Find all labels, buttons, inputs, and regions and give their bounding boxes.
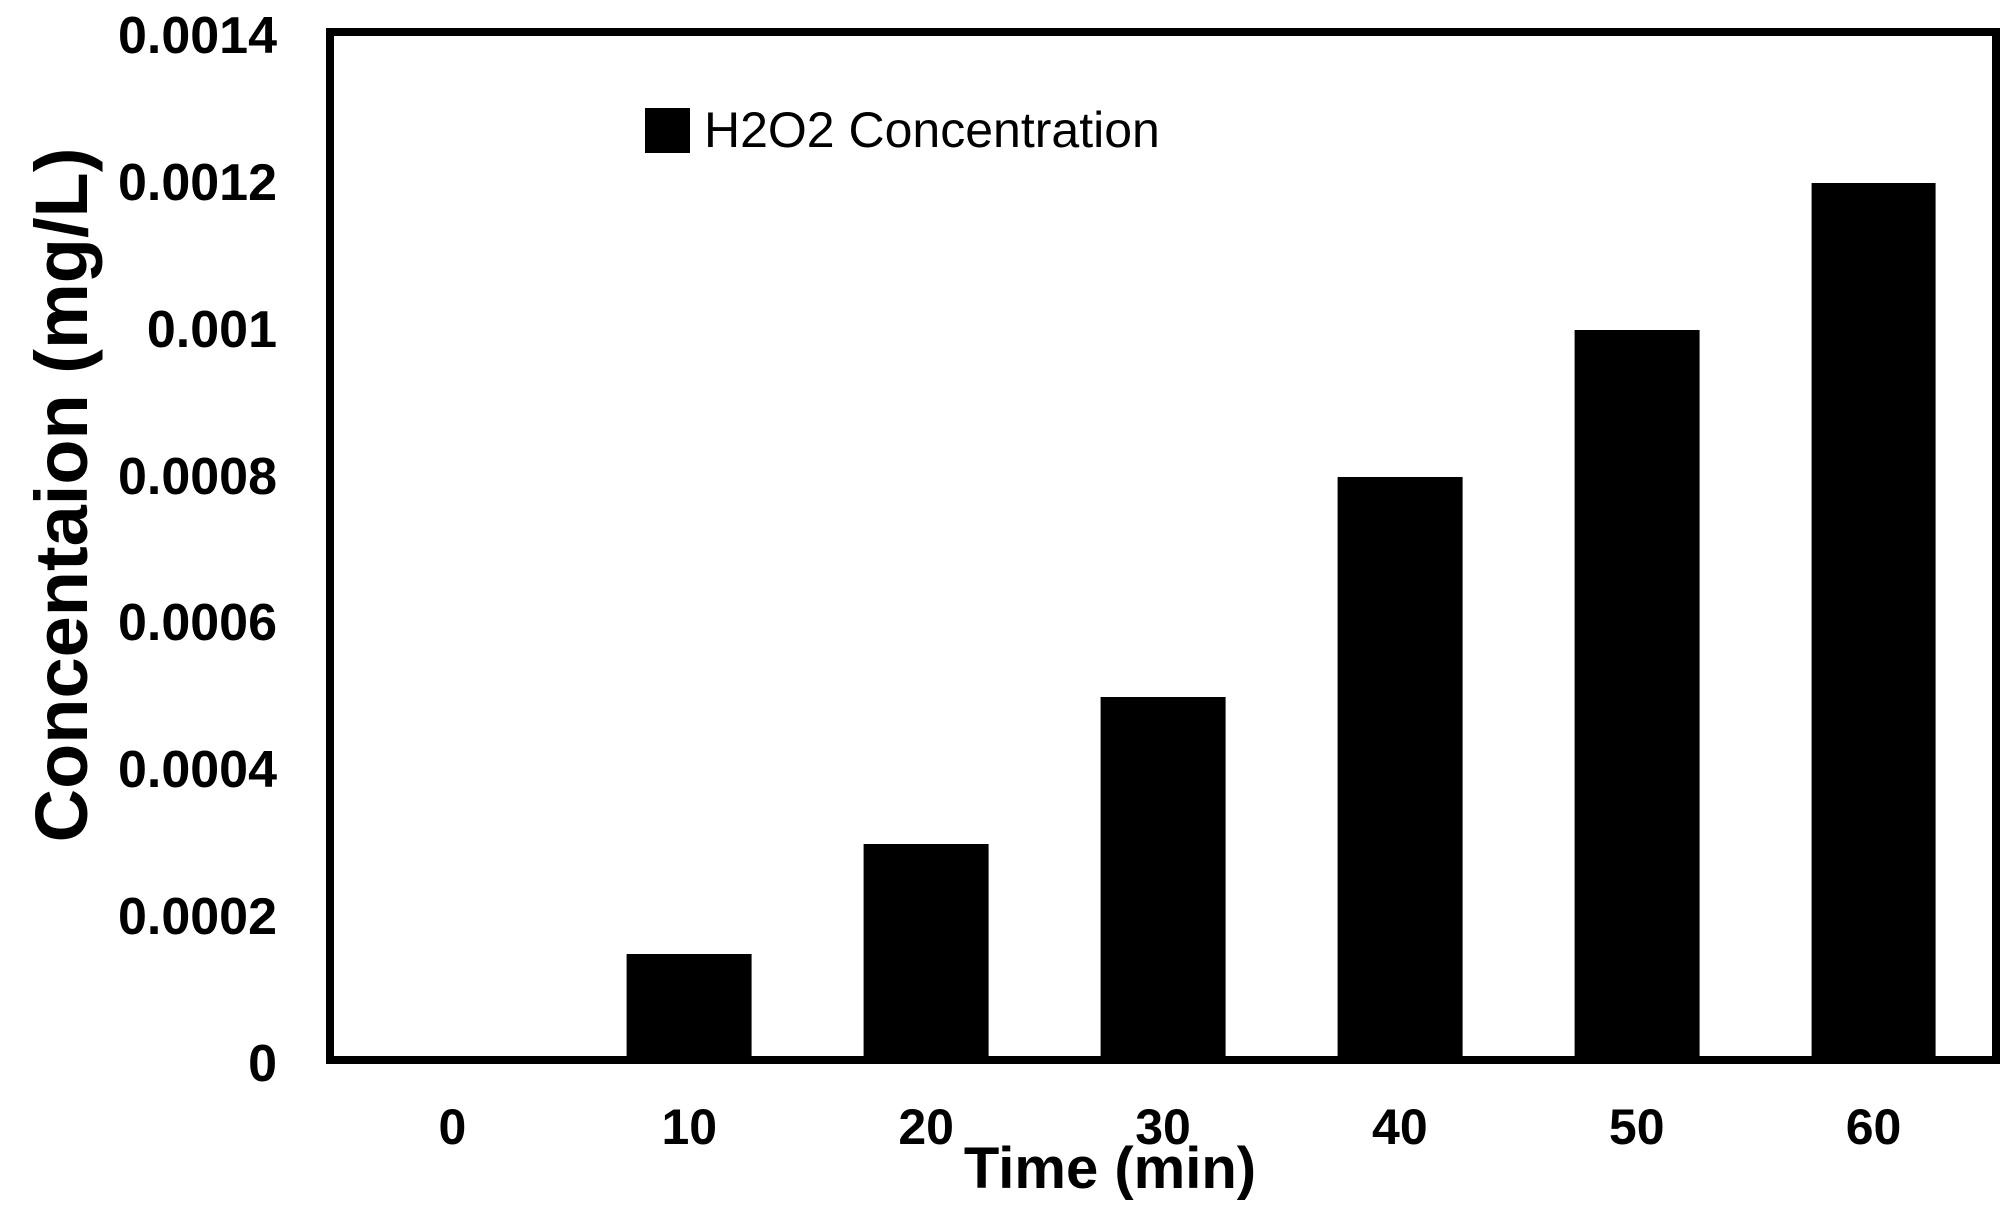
y-axis-tick-labels: 0.0014 0.0012 0.001 0.0008 0.0006 0.0004 0.000… [40,10,277,1090]
bar-10-min [626,953,752,1064]
y-tick-label-0: 0 [248,1035,277,1093]
y-tick-label-0.0014: 0.0014 [117,7,277,65]
x-tick-label-10: 10 [661,1099,718,1155]
x-tick-label-30: 30 [1135,1099,1191,1155]
y-tick-label-0.0012: 0.0012 [117,153,277,212]
x-tick-label-20: 20 [898,1099,954,1155]
x-axis-title: Time (min) [963,1136,1257,1201]
y-tick-label-0.0006: 0.0006 [117,594,277,653]
x-tick-label-0: 0 [438,1099,467,1155]
bar-20-min [863,843,989,1064]
bar-40-min [1337,476,1463,1064]
y-tick-label-0.0008: 0.0008 [117,447,277,506]
bar-50-min [1574,329,1700,1064]
x-axis-tick-labels: 0 10 20 30 40 50 60 [334,1102,1992,1158]
x-tick-label-60: 60 [1845,1099,1902,1155]
y-tick-label-0.001: 0.001 [146,300,277,359]
bar-30-min [1100,696,1226,1064]
bars-layer [334,36,1992,1064]
legend-label: H2O2 Concentration [704,102,1160,158]
legend: H2O2 Concentration [645,105,1160,155]
bar-60-min [1811,182,1936,1064]
legend-square-marker-icon [645,107,690,153]
y-tick-label-0.0004: 0.0004 [117,741,277,800]
x-tick-label-40: 40 [1372,1099,1428,1155]
y-tick-label-0.0002: 0.0002 [117,888,277,947]
x-tick-label-50: 50 [1608,1099,1665,1155]
